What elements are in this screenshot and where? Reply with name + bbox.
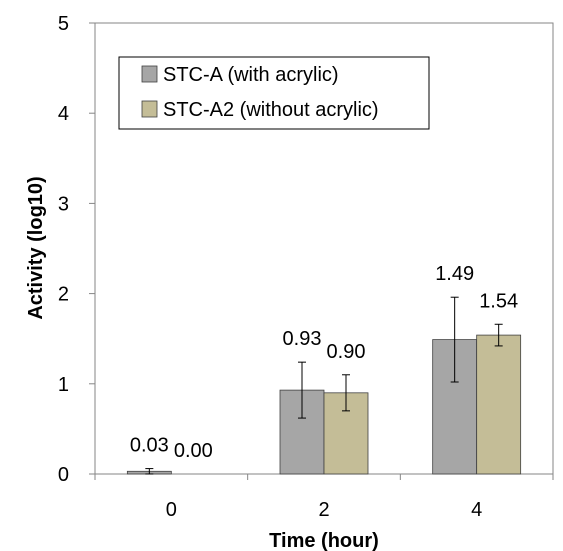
data-label: 0.03 xyxy=(130,435,169,457)
bar-series-1-4 xyxy=(476,334,522,475)
y-axis: 0 1 2 3 4 5 xyxy=(58,13,95,486)
legend-box xyxy=(118,56,430,130)
x-tick-label: 4 xyxy=(471,499,482,521)
x-axis: 0 2 4 xyxy=(94,474,554,521)
data-label: 0.93 xyxy=(283,328,322,350)
data-label: 0.00 xyxy=(174,440,213,462)
legend: STC-A (with acrylic) STC-A2 (without acr… xyxy=(118,56,430,130)
legend-label-stc-a2: STC-A2 (without acrylic) xyxy=(163,99,379,121)
bar-series-1-2 xyxy=(323,392,369,475)
bar-series-0-2 xyxy=(279,389,325,475)
legend-label-stc-a: STC-A (with acrylic) xyxy=(163,64,339,86)
legend-swatch-stc-a xyxy=(141,65,158,83)
x-axis-title: Time (hour) xyxy=(269,530,379,551)
y-tick-label: 0 xyxy=(58,464,69,486)
data-label: 0.90 xyxy=(327,341,366,363)
y-axis-title: Activity (log10) xyxy=(25,176,47,319)
data-label: 1.54 xyxy=(479,290,518,312)
y-tick-label: 5 xyxy=(58,13,69,35)
y-tick-label: 4 xyxy=(58,103,69,125)
y-tick-label: 2 xyxy=(58,284,69,306)
data-label: 1.49 xyxy=(435,263,474,285)
error-bars xyxy=(145,296,503,475)
x-tick-label: 2 xyxy=(318,499,329,521)
x-tick-label: 0 xyxy=(166,499,177,521)
y-tick-label: 1 xyxy=(58,374,69,396)
y-tick-label: 3 xyxy=(58,193,69,215)
legend-swatch-stc-a2 xyxy=(141,100,158,118)
data-labels: 0.03 0.93 1.49 0.00 0.90 1.54 xyxy=(130,263,518,462)
